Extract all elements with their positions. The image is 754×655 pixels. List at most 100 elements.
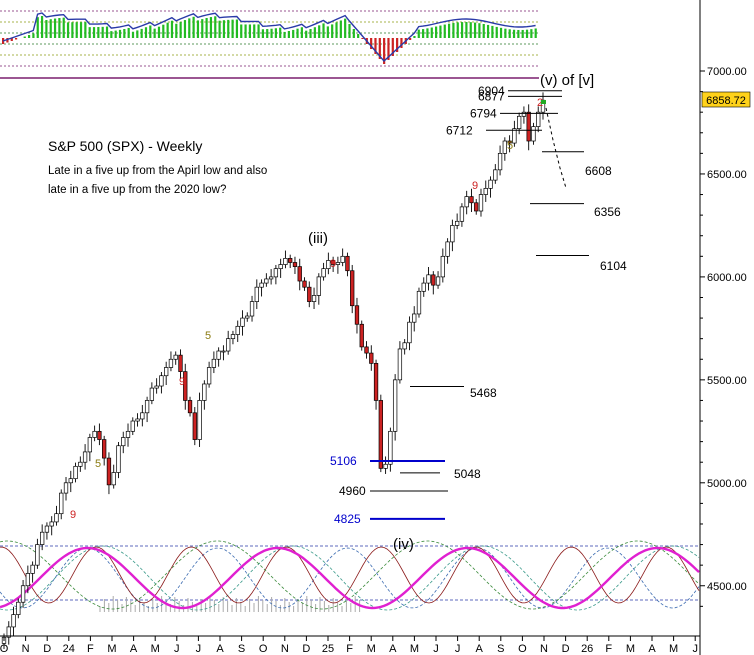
cycle-wave-blue [0, 547, 700, 609]
candle-up [426, 274, 431, 284]
momentum-bar-up [214, 16, 217, 38]
x-tick-label: A [476, 643, 484, 655]
x-tick-label: S [238, 643, 245, 655]
candle-down [288, 258, 293, 263]
candle-up [92, 430, 97, 438]
momentum-bar-up [486, 24, 490, 38]
candle-down [431, 274, 436, 286]
x-tick-label: A [130, 643, 138, 655]
candle-down [359, 323, 364, 348]
x-tick-label: M [626, 643, 635, 655]
momentum-bar-up [292, 29, 295, 38]
candle-up [416, 290, 422, 315]
x-tick-label: F [346, 643, 353, 655]
momentum-bar-up [469, 22, 472, 38]
candle-up [168, 358, 174, 368]
candle-up [16, 601, 21, 615]
candle-down [474, 202, 479, 212]
candle-up [159, 375, 164, 387]
momentum-bar-down [370, 38, 373, 49]
candle-up [311, 295, 317, 302]
momentum-bar-up [248, 24, 252, 38]
x-tick-label: J [692, 643, 698, 655]
momentum-bar-up [495, 26, 498, 38]
candle-up [40, 531, 45, 545]
cycle-wave-magenta [0, 546, 700, 610]
candle-up [6, 626, 11, 638]
candle-up [59, 492, 64, 515]
momentum-bar-up [162, 24, 165, 38]
momentum-bar-down [396, 38, 399, 52]
momentum-bar-up [287, 30, 290, 38]
x-tick-label: N [540, 643, 548, 655]
momentum-bar-up [244, 24, 247, 38]
momentum-bar-up [443, 24, 446, 38]
x-tick-label: 26 [581, 643, 593, 655]
candle-down [507, 140, 512, 144]
candle-up [335, 262, 341, 265]
candle-up [240, 317, 245, 327]
candle-down [369, 352, 374, 364]
level-label-6794: 6794 [470, 106, 497, 120]
count-mark-5-b: 5 [205, 330, 211, 342]
momentum-bar-down [400, 38, 403, 48]
momentum-line [2, 12, 536, 63]
level-label-5048: 5048 [454, 467, 481, 481]
momentum-bar-up [331, 24, 334, 38]
candle-down [106, 457, 112, 486]
level-label-6712: 6712 [446, 123, 473, 137]
momentum-bar-down [361, 38, 364, 39]
candle-up [73, 465, 78, 480]
candlestick-series [1, 92, 546, 649]
candle-up [221, 350, 226, 353]
momentum-bar-up [188, 18, 191, 38]
y-tick-label: 6000.00 [707, 272, 747, 284]
momentum-bar-up [426, 28, 429, 38]
candle-up [164, 367, 169, 377]
candle-up [11, 614, 16, 628]
candle-up [130, 420, 135, 432]
momentum-bar-up [270, 28, 273, 38]
candle-up [407, 321, 412, 344]
momentum-bar-up [53, 18, 57, 38]
x-tick-label: A [648, 643, 656, 655]
momentum-bar-up [339, 20, 342, 38]
y-tick-label: 7000.00 [707, 66, 747, 78]
momentum-bar-up [179, 21, 182, 38]
chart-title: S&P 500 (SPX) - Weekly [48, 138, 202, 154]
candle-up [440, 255, 445, 278]
candle-down [97, 430, 102, 440]
candle-up [326, 260, 331, 270]
momentum-bar-up [335, 22, 338, 38]
candle-up [488, 179, 493, 189]
count-mark-9-a: 9 [70, 509, 76, 521]
candle-up [116, 445, 121, 473]
momentum-bar-up [23, 36, 26, 38]
x-tick-label: O [259, 643, 268, 655]
count-mark-5-c: 5 [507, 140, 513, 152]
momentum-bar-up [478, 23, 481, 38]
chart-subtitle-line-2: late in a five up from the 2020 low? [48, 184, 226, 196]
momentum-bar-down [391, 38, 394, 56]
momentum-bar-up [92, 27, 96, 38]
wave-label-iii: (iii) [308, 230, 328, 247]
momentum-bar-up [508, 29, 511, 38]
momentum-bar-down [387, 38, 390, 60]
last-price-label: 6858.72 [706, 95, 746, 107]
momentum-bar-up [153, 28, 156, 38]
candle-down [345, 255, 350, 272]
momentum-bar-up [473, 22, 477, 38]
momentum-bar-up [417, 29, 420, 38]
momentum-bar-up [97, 27, 100, 38]
candle-up [321, 268, 326, 278]
candle-down [183, 371, 188, 401]
momentum-bar-up [205, 18, 208, 38]
momentum-bar-up [183, 20, 187, 38]
candle-down [469, 196, 474, 204]
momentum-bar-up [136, 30, 139, 38]
momentum-bar-up [27, 35, 31, 38]
level-label-6904: 6904 [478, 84, 505, 98]
momentum-bar-up [499, 27, 503, 38]
candle-up [25, 573, 30, 587]
momentum-bar-up [435, 26, 438, 38]
